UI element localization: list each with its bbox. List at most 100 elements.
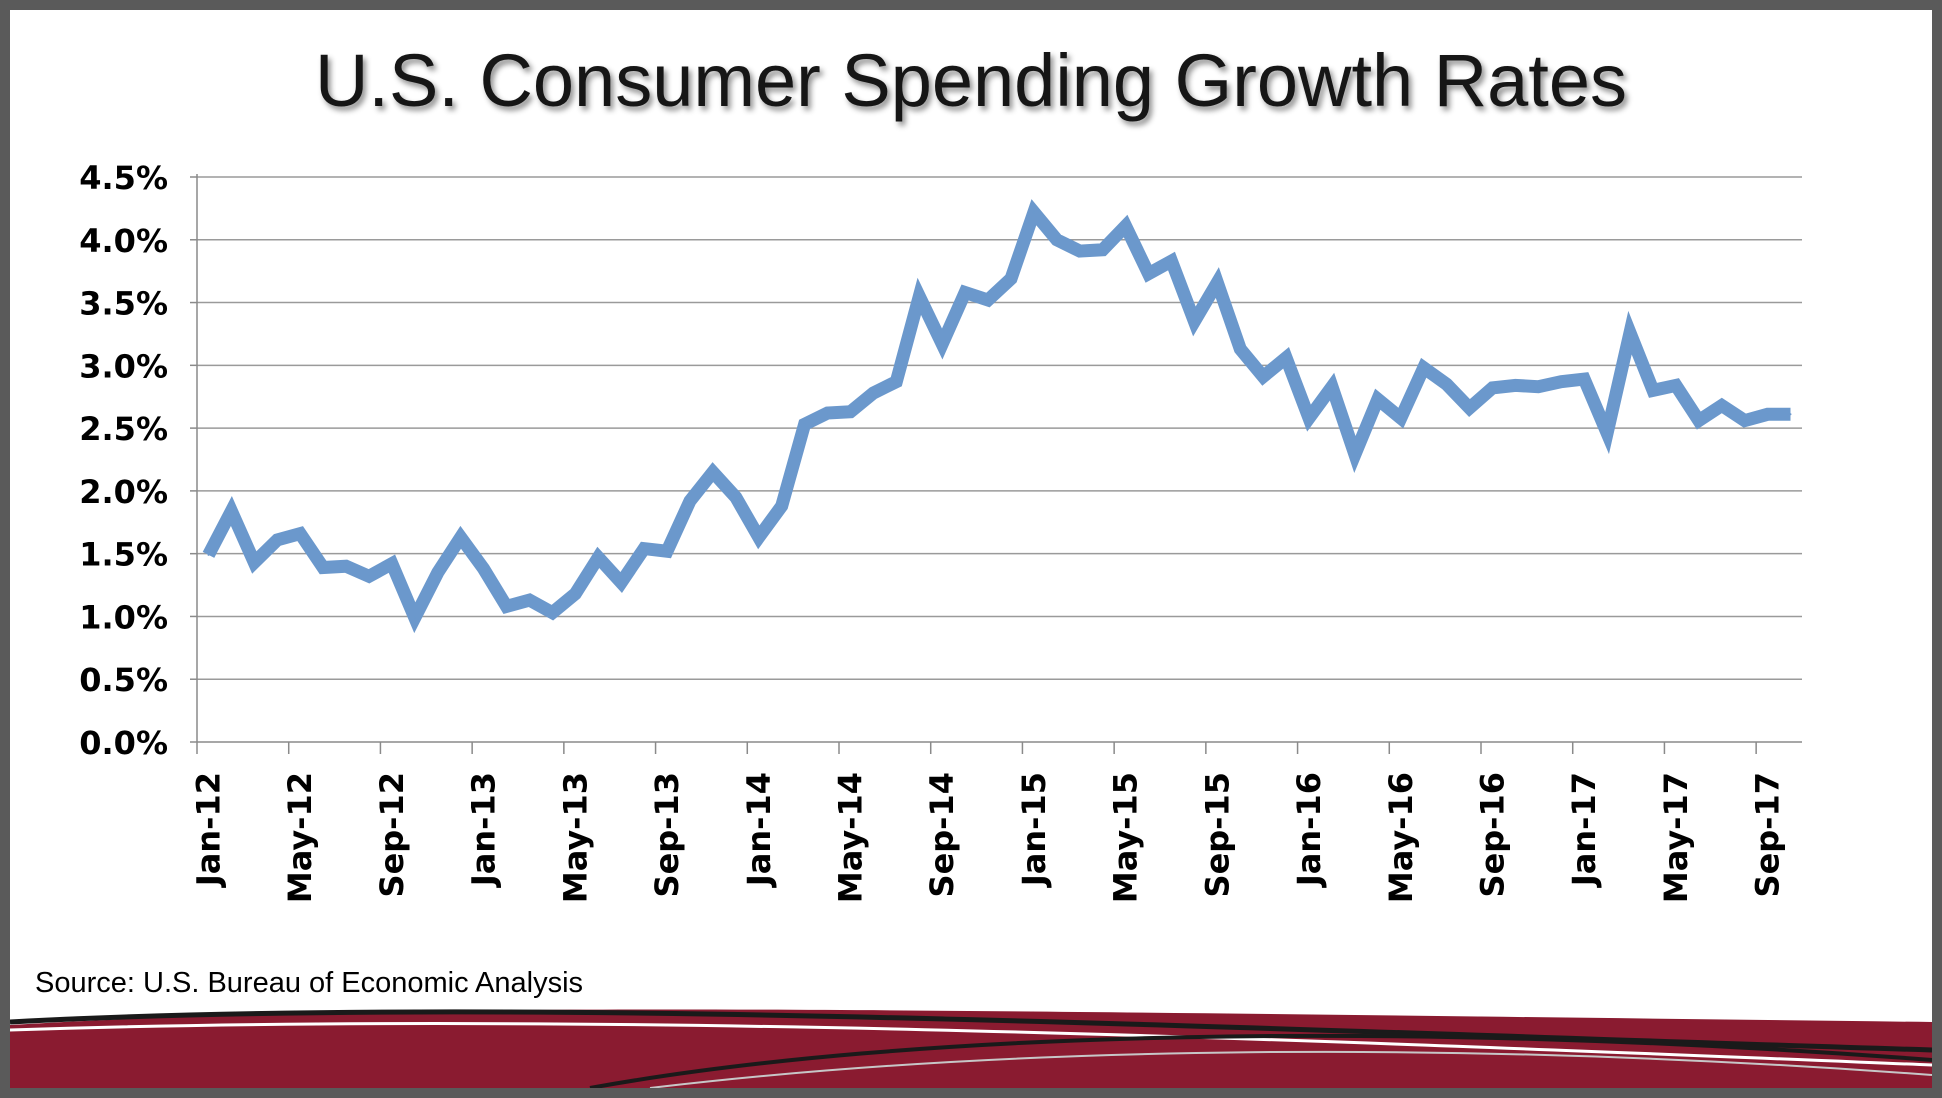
chart-title: U.S. Consumer Spending Growth Rates xyxy=(315,39,1627,122)
data-point xyxy=(1376,398,1379,401)
data-point xyxy=(1652,389,1654,392)
data-point xyxy=(1789,413,1792,416)
data-point xyxy=(597,556,600,559)
data-point xyxy=(459,536,462,539)
data-point xyxy=(1606,432,1609,435)
data-point xyxy=(734,496,737,499)
data-point xyxy=(1262,375,1265,378)
y-tick-label: 4.5% xyxy=(79,159,168,197)
data-point xyxy=(413,616,416,619)
data-point xyxy=(803,423,806,426)
slide: U.S. Consumer Spending Growth Rates 0.0%… xyxy=(10,10,1932,1088)
y-tick-label: 2.0% xyxy=(79,473,168,511)
y-tick-label: 1.5% xyxy=(79,536,168,574)
data-point xyxy=(1514,384,1517,387)
data-point xyxy=(1445,383,1448,386)
x-axis-tick-labels: Jan-12 May-12 Sep-12 Jan-13 May-13 Sep-13 Jan-… xyxy=(189,772,1786,903)
data-point xyxy=(1032,211,1035,214)
data-point xyxy=(299,532,302,535)
data-point xyxy=(1697,419,1700,422)
x-tick-label: Jan-16 xyxy=(1290,772,1328,888)
data-point xyxy=(987,299,989,301)
data-point xyxy=(1124,225,1127,227)
x-tick-label: Jan-12 xyxy=(189,772,227,888)
data-point xyxy=(941,343,944,345)
data-point xyxy=(757,536,760,539)
data-point xyxy=(230,510,233,512)
y-tick-label: 3.0% xyxy=(79,347,168,385)
data-point xyxy=(1743,419,1746,422)
data-point xyxy=(666,550,668,553)
data-point xyxy=(1216,281,1219,284)
x-tick-label: Sep-16 xyxy=(1473,772,1511,897)
data-point xyxy=(872,392,875,394)
data-point xyxy=(1010,277,1012,280)
data-point xyxy=(1629,331,1631,334)
gridlines xyxy=(197,176,1802,680)
data-point xyxy=(574,592,577,595)
data-point xyxy=(1147,272,1150,275)
x-tick-label: May-16 xyxy=(1382,772,1420,903)
x-tick-label: Sep-15 xyxy=(1198,772,1236,897)
data-point xyxy=(1720,404,1723,407)
data-point xyxy=(643,547,646,550)
data-point xyxy=(207,553,210,556)
data-point xyxy=(390,562,393,565)
data-point xyxy=(1193,320,1196,323)
x-tick-label: Jan-14 xyxy=(740,772,778,888)
data-point xyxy=(849,410,852,413)
data-point xyxy=(1468,407,1471,409)
y-axis-tick-labels: 0.0% 0.5% 1.0% 1.5% 2.0% 2.5% 3.0% 3.5% 4.0% 4.5% xyxy=(79,159,168,762)
data-point xyxy=(689,499,691,502)
data-point xyxy=(918,295,921,298)
x-tick-label: Sep-12 xyxy=(373,772,411,897)
x-tick-label: Sep-13 xyxy=(648,772,686,897)
y-tick-label: 1.0% xyxy=(79,598,168,636)
data-point xyxy=(711,471,714,474)
data-point xyxy=(1353,453,1356,456)
data-point xyxy=(1239,348,1242,350)
x-tick-label: May-14 xyxy=(831,772,869,903)
y-tick-label: 4.0% xyxy=(79,222,168,260)
x-tick-label: May-12 xyxy=(281,772,319,903)
data-point xyxy=(345,565,347,568)
data-point xyxy=(620,581,623,584)
data-point xyxy=(1537,385,1540,388)
x-tick-label: Jan-13 xyxy=(465,772,503,888)
source-note: Source: U.S. Bureau of Economic Analysis xyxy=(35,967,583,999)
y-tick-label: 0.0% xyxy=(79,724,168,762)
data-point xyxy=(1766,413,1769,416)
axes xyxy=(190,174,1802,754)
data-point xyxy=(1285,356,1288,359)
chart: U.S. Consumer Spending Growth Rates 0.0%… xyxy=(10,39,1932,1088)
y-tick-label: 2.5% xyxy=(79,410,168,448)
data-point xyxy=(436,571,439,574)
data-point xyxy=(1399,417,1402,420)
data-point xyxy=(895,380,898,383)
x-tick-label: May-13 xyxy=(556,772,594,903)
x-tick-label: Sep-14 xyxy=(923,772,961,897)
data-point xyxy=(505,605,508,608)
data-point xyxy=(368,575,370,578)
data-point xyxy=(1583,378,1586,381)
data-point xyxy=(1491,386,1494,389)
data-point xyxy=(1560,380,1563,383)
series-layer xyxy=(202,199,1792,634)
data-point xyxy=(1422,366,1425,369)
data-point xyxy=(780,505,783,507)
x-tick-label: May-15 xyxy=(1107,772,1145,903)
x-tick-label: Jan-15 xyxy=(1015,772,1053,888)
x-tick-label: May-17 xyxy=(1657,772,1695,903)
data-point xyxy=(1101,248,1104,251)
y-tick-label: 0.5% xyxy=(79,661,168,699)
data-point xyxy=(482,567,485,570)
data-point xyxy=(1055,238,1058,241)
data-point xyxy=(964,291,967,294)
data-point xyxy=(253,561,256,564)
series-line xyxy=(202,199,1791,634)
footer-ribbon xyxy=(10,1009,1932,1088)
data-point xyxy=(1674,384,1677,387)
data-point xyxy=(826,412,829,414)
data-point xyxy=(1308,417,1310,420)
y-tick-label: 3.5% xyxy=(79,285,168,323)
